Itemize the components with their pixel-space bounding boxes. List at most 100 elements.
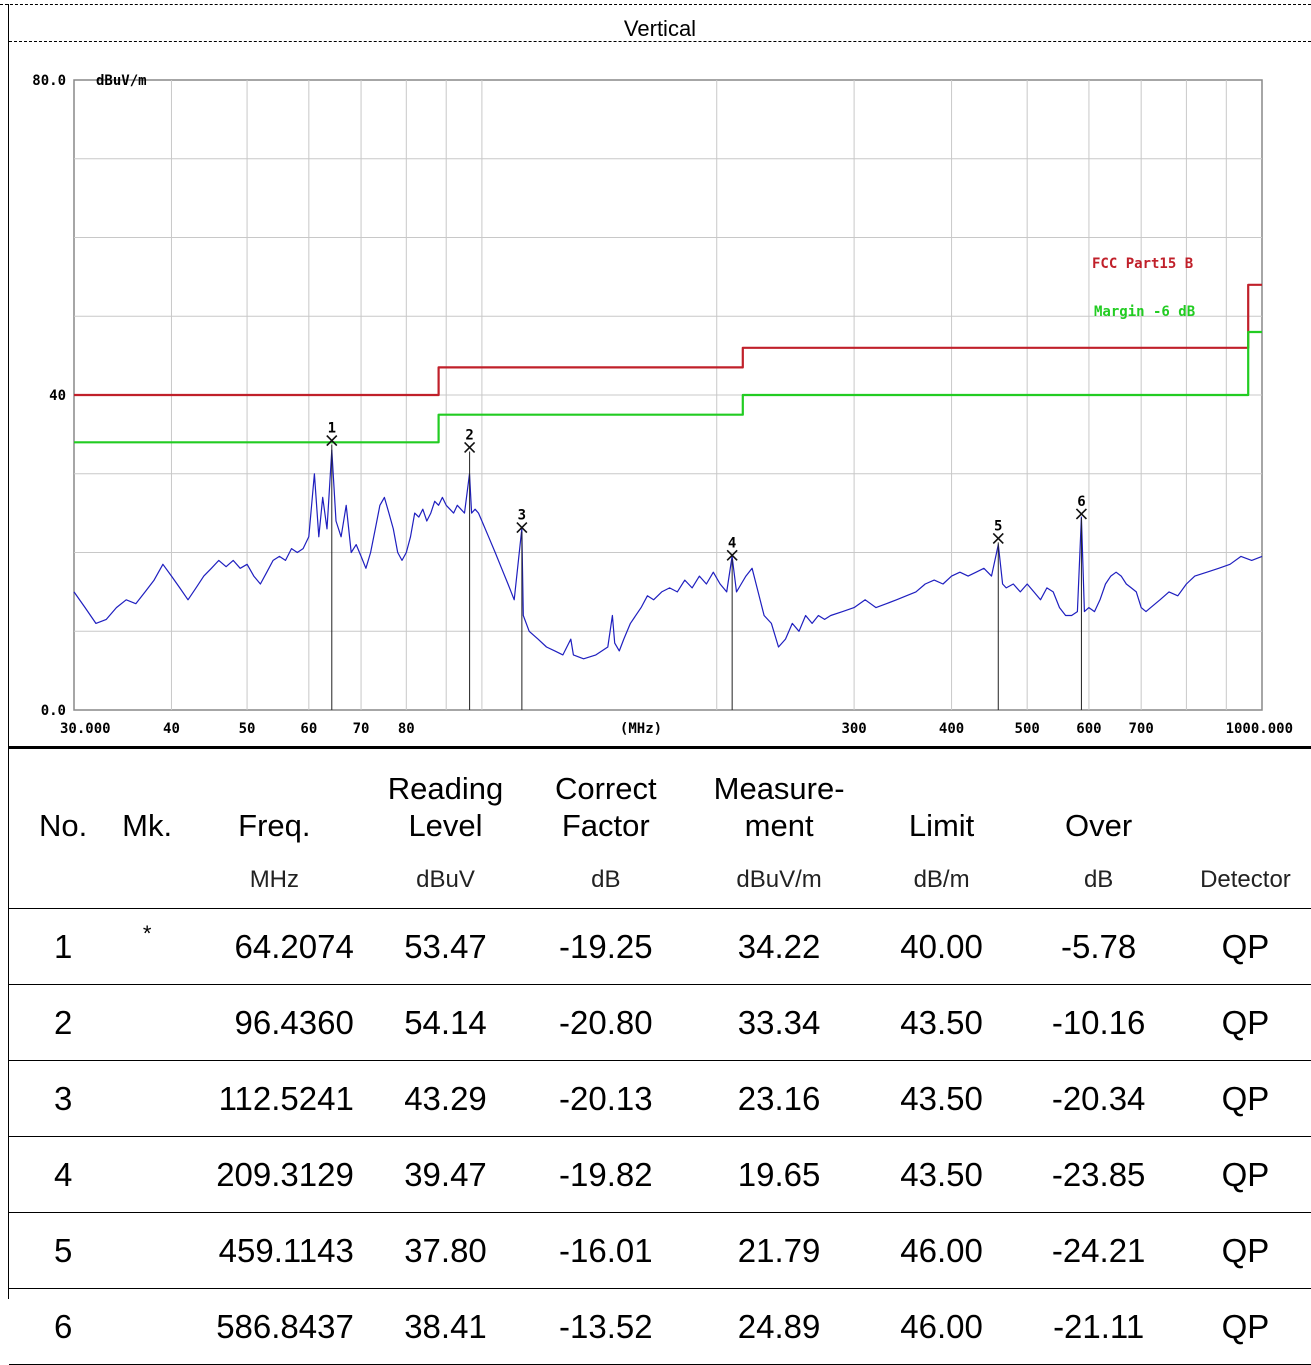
trace-group [73, 449, 1263, 660]
header-text: Freq. [238, 808, 311, 843]
margin-line [74, 330, 1262, 444]
measurement-table: No. Mk. Freq. Reading Level Correct Factor Meas… [9, 748, 1311, 1365]
header-text: Limit [908, 808, 975, 843]
limit-line [74, 283, 1262, 397]
cell-measurement: 19.65 [692, 1136, 866, 1213]
unit-cell: Detector [1179, 852, 1311, 909]
markers-group: 1 2 3 4 5 6 [326, 421, 1087, 710]
marker-x [516, 522, 528, 534]
marker-label: 2 [465, 427, 473, 443]
table-top-rule [9, 746, 1311, 749]
cell-mk [117, 984, 177, 1061]
x-tick-label: 600 [1076, 721, 1101, 737]
axis-labels-group: 80.0 40 0.0 dBuV/m 30.000 40 50 60 70 80 300 400 500… [32, 73, 1293, 737]
cell-limit: 40.00 [865, 908, 1018, 985]
header-cell: Limit [866, 748, 1018, 852]
table-body: 1 * 64.2074 53.47 -19.25 34.22 40.00 -5.78 QP 2 96… [9, 908, 1311, 1365]
header-cell: Measure-ment [692, 748, 865, 852]
cell-over: -20.34 [1017, 1060, 1180, 1137]
cell-no: 1 [9, 908, 118, 985]
header-cell: Correct Factor [519, 748, 692, 852]
cell-reading: 39.47 [371, 1136, 520, 1213]
table-header-row: No. Mk. Freq. Reading Level Correct Factor Meas… [9, 748, 1311, 852]
table-row: 6 586.8437 38.41 -13.52 24.89 46.00 -21.11 QP [9, 1288, 1311, 1365]
table-row: 1 * 64.2074 53.47 -19.25 34.22 40.00 -5.78 QP [9, 908, 1311, 985]
x-tick-label: 40 [163, 721, 180, 737]
cell-measurement: 21.79 [692, 1212, 866, 1289]
header-text: Factor [561, 808, 650, 843]
left-border [8, 4, 9, 1299]
y-unit-label: dBuV/m [96, 73, 147, 89]
cell-detector: QP [1179, 1060, 1311, 1137]
unit-cell: dBuV/m [692, 852, 866, 909]
cell-factor: -16.01 [519, 1212, 693, 1289]
cell-detector: QP [1179, 1136, 1311, 1213]
unit-cell [117, 852, 177, 909]
cell-reading: 43.29 [371, 1060, 520, 1137]
cell-no: 2 [9, 984, 118, 1061]
cell-no: 5 [9, 1212, 118, 1289]
table-row: 4 209.3129 39.47 -19.82 19.65 43.50 -23.85 QP [9, 1136, 1311, 1213]
cell-reading: 37.80 [371, 1212, 520, 1289]
x-tick-label: 400 [939, 721, 964, 737]
x-tick-label: 1000.000 [1226, 721, 1293, 737]
unit-cell: dB [1017, 852, 1180, 909]
cell-mk [117, 1060, 177, 1137]
header-text: Level [408, 808, 483, 843]
header-text: ment [744, 808, 814, 843]
header-cell [1180, 748, 1311, 852]
cell-limit: 46.00 [865, 1212, 1018, 1289]
marker-x [326, 434, 338, 447]
legend-limit-label: FCC Part15 B [1092, 256, 1193, 272]
cell-freq: 64.2074 [176, 908, 372, 985]
header-cell: No. [9, 748, 117, 852]
marker-x [1075, 508, 1087, 520]
y-tick-label: 80.0 [32, 73, 66, 89]
cell-measurement: 33.34 [692, 984, 866, 1061]
unit-cell: MHz [176, 852, 372, 909]
x-tick-label: 70 [353, 721, 370, 737]
marker-label: 5 [994, 518, 1002, 534]
cell-freq: 459.1143 [176, 1212, 372, 1289]
header-text: Mk. [122, 808, 173, 843]
cell-no: 4 [9, 1136, 118, 1213]
cell-freq: 586.8437 [176, 1288, 372, 1365]
limit-lines-group [74, 283, 1262, 444]
cell-mk [117, 1288, 177, 1365]
x-tick-label: 60 [300, 721, 317, 737]
table-units-row: MHz dBuV dB dBuV/m dB/m dB Detector [9, 852, 1311, 909]
table-row: 2 96.4360 54.14 -20.80 33.34 43.50 -10.16 QP [9, 984, 1311, 1061]
y-tick-label: 40 [49, 388, 66, 404]
legend-group: FCC Part15 B Margin -6 dB [1092, 256, 1195, 320]
cell-freq: 112.5241 [176, 1060, 372, 1137]
cell-over: -10.16 [1017, 984, 1180, 1061]
cell-no: 3 [9, 1060, 118, 1137]
cell-reading: 53.47 [371, 908, 520, 985]
emission-chart: 1 2 3 4 5 6 80.0 40 0.0 dBuV/m 30.000 40 50 60 70 80 30… [32, 73, 1293, 737]
marker-label: 3 [518, 508, 526, 524]
cell-mk: * [117, 908, 177, 985]
unit-cell [9, 852, 118, 909]
cell-reading: 38.41 [371, 1288, 520, 1365]
unit-cell: dBuV [371, 852, 520, 909]
cell-factor: -19.82 [519, 1136, 693, 1213]
y-tick-label: 0.0 [41, 703, 66, 719]
cell-factor: -20.13 [519, 1060, 693, 1137]
cell-mk [117, 1136, 177, 1213]
cell-freq: 209.3129 [176, 1136, 372, 1213]
x-unit-label: (MHz) [620, 721, 662, 737]
header-text: Measure- [713, 771, 845, 806]
cell-freq: 96.4360 [176, 984, 372, 1061]
header-text: Reading [387, 771, 504, 806]
cell-detector: QP [1179, 1212, 1311, 1289]
cell-mk [117, 1212, 177, 1289]
cell-measurement: 24.89 [692, 1288, 866, 1365]
table-row: 3 112.5241 43.29 -20.13 23.16 43.50 -20.34 QP [9, 1060, 1311, 1137]
marker-x [726, 549, 738, 561]
marker-label: 4 [728, 535, 736, 551]
x-tick-label: 50 [239, 721, 256, 737]
cell-factor: -19.25 [519, 908, 693, 985]
header-cell: Mk. [117, 748, 177, 852]
marker-label: 6 [1077, 494, 1085, 510]
cell-measurement: 23.16 [692, 1060, 866, 1137]
